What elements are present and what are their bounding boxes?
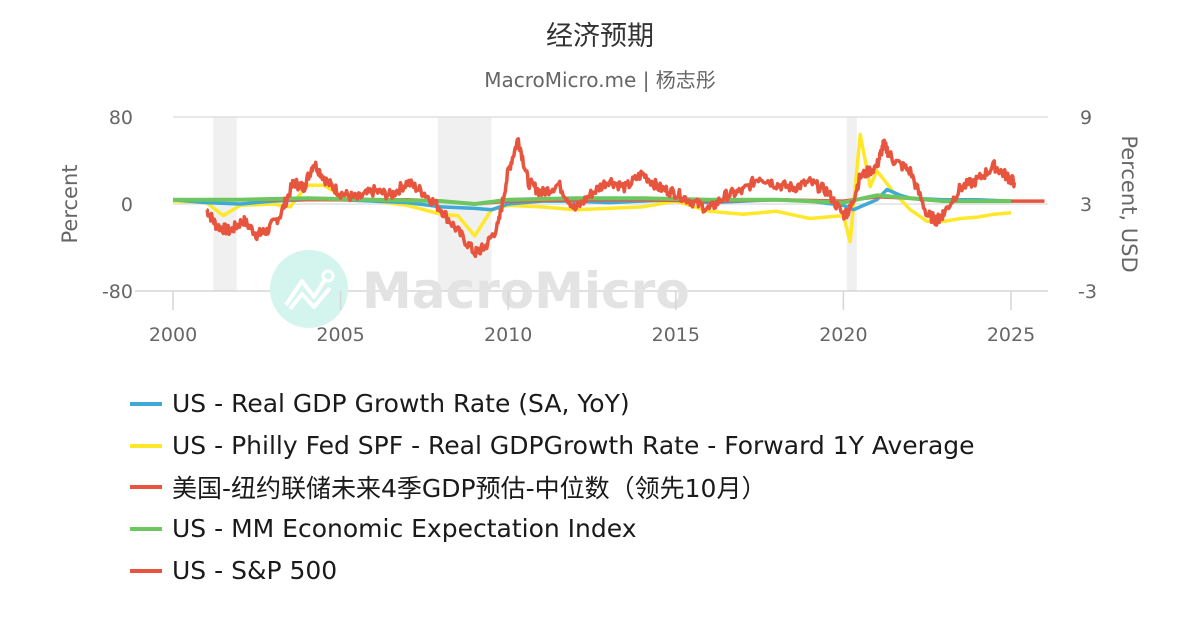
y-axis-left: 80 0 -80 Percent: [58, 107, 133, 303]
legend-swatch: [130, 568, 162, 573]
y-right-tick: 3: [1080, 194, 1092, 216]
legend-item-sp500[interactable]: US - S&P 500: [130, 550, 975, 592]
legend-label: US - S&P 500: [172, 556, 338, 586]
legend-label: US - MM Economic Expectation Index: [172, 514, 637, 544]
legend-item-spf[interactable]: US - Philly Fed SPF - Real GDPGrowth Rat…: [130, 425, 975, 467]
y-axis-right: 9 3 -3 Percent, USD: [1078, 107, 1141, 303]
x-tick-label: 2005: [316, 324, 364, 346]
legend-item-nyfed[interactable]: 美国-纽约联储未来4季GDP预估-中位数（领先10月）: [130, 466, 975, 508]
legend-label: US - Philly Fed SPF - Real GDPGrowth Rat…: [172, 431, 975, 461]
series-line: [172, 132, 1012, 244]
watermark-text: MacroMicro: [362, 262, 690, 320]
legend-label: US - Real GDP Growth Rate (SA, YoY): [172, 389, 630, 419]
legend-swatch: [130, 485, 162, 490]
legend-item-mm-index[interactable]: US - MM Economic Expectation Index: [130, 508, 975, 550]
watermark: MacroMicro: [270, 250, 690, 328]
legend-item-gdp[interactable]: US - Real GDP Growth Rate (SA, YoY): [130, 383, 975, 425]
y-left-tick: 0: [121, 194, 133, 216]
y-right-tick: -3: [1078, 281, 1097, 303]
legend-swatch: [130, 443, 162, 448]
y-left-tick: 80: [109, 107, 133, 129]
x-tick-label: 2000: [149, 324, 197, 346]
chart-title: 经济预期: [546, 21, 654, 52]
x-tick-label: 2010: [484, 324, 532, 346]
y-left-title: Percent: [58, 164, 82, 243]
y-left-tick: -80: [102, 281, 133, 303]
chart-plot: MacroMicro 2000 2005 2010 2015 2020 2025 80 0…: [58, 107, 1141, 346]
chart-subtitle: MacroMicro.me | 杨志彤: [484, 68, 716, 92]
x-tick-label: 2025: [987, 324, 1035, 346]
legend-swatch: [130, 526, 162, 531]
legend: US - Real GDP Growth Rate (SA, YoY) US -…: [130, 383, 975, 591]
legend-swatch: [130, 401, 162, 406]
series-line: [205, 137, 1017, 259]
legend-label: 美国-纽约联储未来4季GDP预估-中位数（领先10月）: [172, 474, 767, 504]
x-axis: 2000 2005 2010 2015 2020 2025: [149, 291, 1035, 346]
x-tick-label: 2015: [652, 324, 700, 346]
x-tick-label: 2020: [819, 324, 867, 346]
y-right-tick: 9: [1080, 107, 1092, 129]
series-lines: [172, 132, 1045, 259]
y-right-title: Percent, USD: [1117, 135, 1141, 272]
